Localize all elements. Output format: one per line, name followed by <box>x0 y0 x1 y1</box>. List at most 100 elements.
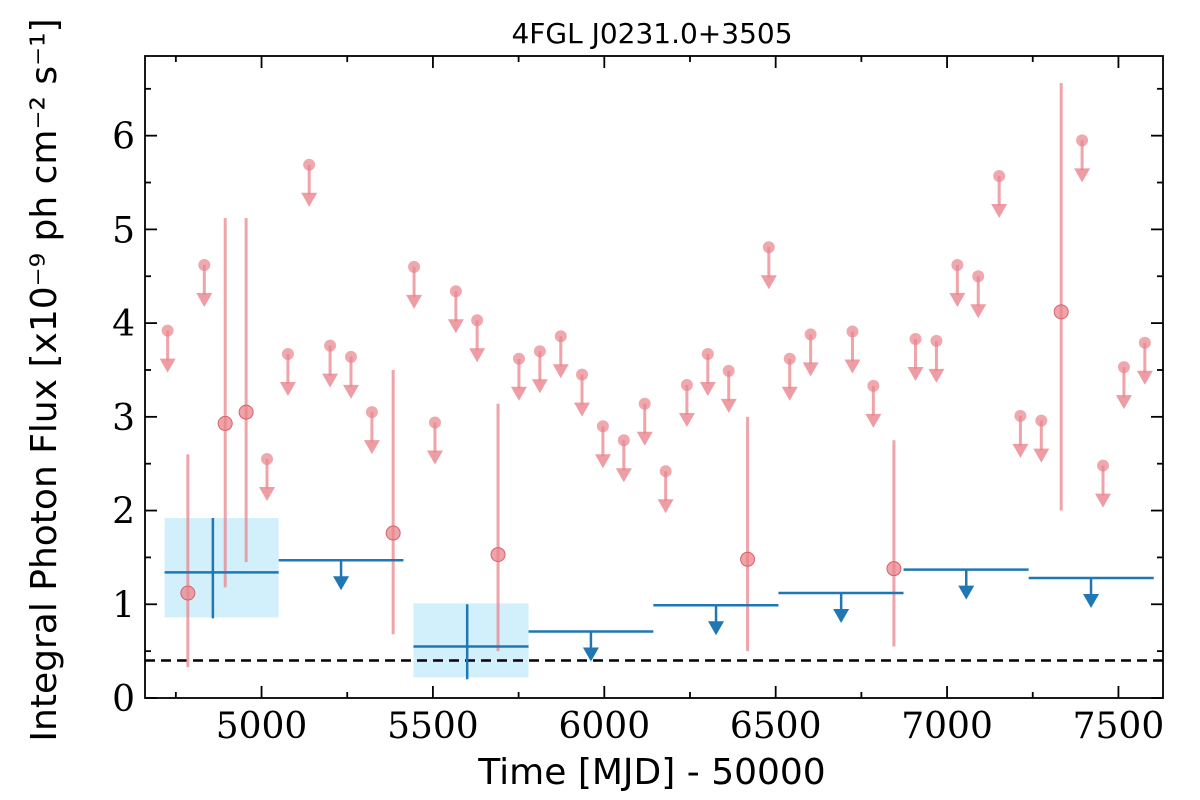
uncertainty-box <box>413 603 529 678</box>
long-bin-upper-limit <box>653 603 779 636</box>
upper-limit-arrow <box>1136 370 1153 385</box>
short-bin-upper-limit <box>279 348 296 397</box>
short-bin-upper-limit <box>636 397 653 446</box>
data-point <box>886 561 902 577</box>
long-bin-points <box>164 518 1154 680</box>
upper-limit-arrow <box>928 368 945 383</box>
plot-frame <box>144 55 1164 699</box>
short-bin-upper-limit <box>928 334 945 383</box>
long-bin-upper-limit <box>278 558 404 591</box>
upper-limit-arrow <box>636 431 653 446</box>
detection-bin-boxes <box>164 518 529 678</box>
upper-limit-arrow <box>301 192 318 207</box>
long-bin-upper-limit <box>903 568 1029 600</box>
upper-limit-arrow <box>594 454 611 469</box>
y-tick-label: 4 <box>112 304 135 345</box>
y-tick-label: 1 <box>112 585 135 626</box>
upper-limit-arrow <box>760 275 777 290</box>
short-bin-upper-limit <box>159 324 176 373</box>
upper-limit-arrow <box>552 364 569 379</box>
long-bin-upper-limit <box>528 630 654 662</box>
upper-limit-arrow <box>907 367 924 382</box>
upper-limit-arrow <box>322 373 339 388</box>
x-tick-label: 6000 <box>558 706 650 747</box>
short-bin-upper-limit <box>322 339 339 388</box>
upper-limit-arrow <box>406 294 423 309</box>
short-bin-detection <box>238 218 254 563</box>
y-tick-label: 6 <box>112 117 135 158</box>
y-tick-label: 2 <box>112 492 135 533</box>
upper-limit-arrow <box>844 359 861 374</box>
short-bin-upper-limit <box>1033 414 1050 463</box>
short-bin-upper-limit <box>1115 361 1132 410</box>
short-bin-upper-limit <box>781 352 798 401</box>
upper-limit-arrow <box>574 402 591 417</box>
short-bin-upper-limit <box>1074 134 1091 183</box>
upper-limit-arrow <box>469 348 486 363</box>
data-point <box>238 404 254 420</box>
short-bin-upper-limit <box>949 259 966 308</box>
x-tick-label: 5000 <box>216 706 308 747</box>
short-bin-upper-limit <box>1095 459 1112 508</box>
short-bin-upper-limit <box>363 406 380 455</box>
short-bin-upper-limit <box>574 368 591 417</box>
y-tick-label: 0 <box>112 679 135 720</box>
short-bin-upper-limit <box>720 364 737 413</box>
upper-limit-arrow <box>1012 443 1029 458</box>
y-tick-labels: 0 1 2 3 4 5 6 <box>112 117 135 720</box>
y-tick-label: 3 <box>112 398 135 439</box>
upper-limit-arrow <box>699 382 716 397</box>
upper-limit-arrow <box>333 576 350 591</box>
x-tick-label: 7500 <box>1073 706 1165 747</box>
long-bin-upper-limit <box>778 591 904 624</box>
upper-limit-arrow <box>991 203 1008 218</box>
short-bin-detection <box>886 440 902 647</box>
data-point <box>740 551 756 567</box>
short-bin-upper-limit <box>196 259 213 308</box>
x-tick-label: 7000 <box>901 706 993 747</box>
short-bin-upper-limit <box>844 325 861 374</box>
upper-limit-arrow <box>279 382 296 397</box>
upper-limit-arrow <box>781 386 798 401</box>
upper-limit-arrow <box>196 293 213 308</box>
short-bin-upper-limit <box>907 333 924 382</box>
short-bin-detection <box>490 403 506 652</box>
upper-limit-arrow <box>802 362 819 377</box>
upper-limit-arrow <box>1115 395 1132 410</box>
short-bin-upper-limit <box>991 169 1008 218</box>
upper-limit-arrow <box>720 398 737 413</box>
upper-limit-arrow <box>363 440 380 455</box>
short-bin-detection <box>385 369 401 635</box>
short-bin-upper-limit <box>301 158 318 207</box>
short-bin-upper-limit <box>406 260 423 309</box>
y-axis-label: Integral Photon Flux [x10⁻⁹ ph cm⁻² s⁻¹] <box>24 18 65 741</box>
short-bin-upper-limit <box>657 465 674 514</box>
short-bin-upper-limit <box>447 285 464 334</box>
upper-limit-arrow <box>657 499 674 514</box>
upper-limit-arrow <box>708 621 725 636</box>
data-point <box>217 415 233 431</box>
long-bin-detection <box>413 604 529 680</box>
x-tick-labels: 5000 5500 6000 6500 7000 7500 <box>216 706 1165 747</box>
x-tick-label: 5500 <box>387 706 479 747</box>
upper-limit-arrow <box>970 304 987 319</box>
upper-limit-arrow <box>949 293 966 308</box>
short-bin-upper-limit <box>342 350 359 399</box>
short-bin-points <box>159 83 1153 668</box>
short-bin-upper-limit <box>678 378 695 427</box>
long-bin-detection <box>164 518 279 619</box>
upper-limit-arrow <box>531 379 548 394</box>
x-axis-label: Time [MJD] - 50000 <box>477 752 825 793</box>
short-bin-upper-limit <box>259 453 276 502</box>
data-point <box>385 525 401 541</box>
short-bin-upper-limit <box>699 348 716 397</box>
upper-limit-arrow <box>1074 168 1091 183</box>
y-tick-label: 5 <box>112 210 135 251</box>
short-bin-upper-limit <box>1012 409 1029 458</box>
upper-limit-arrow <box>865 413 882 428</box>
x-tick-label: 6500 <box>730 706 822 747</box>
upper-limit-arrow <box>1033 448 1050 463</box>
upper-limit-arrow <box>159 358 176 373</box>
short-bin-upper-limit <box>970 270 987 319</box>
